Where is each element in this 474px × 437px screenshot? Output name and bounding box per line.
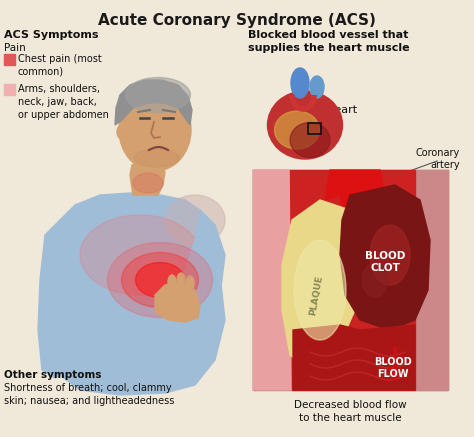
- Text: Blocked blood vessel that: Blocked blood vessel that: [248, 30, 409, 40]
- Polygon shape: [155, 283, 200, 322]
- Ellipse shape: [126, 77, 191, 112]
- Polygon shape: [130, 160, 165, 195]
- Ellipse shape: [80, 215, 200, 295]
- Polygon shape: [175, 210, 225, 320]
- Polygon shape: [282, 200, 360, 370]
- Ellipse shape: [133, 173, 163, 193]
- Ellipse shape: [186, 276, 194, 290]
- Text: Pain: Pain: [4, 43, 26, 53]
- Ellipse shape: [165, 195, 225, 245]
- Text: BLOOD
CLOT: BLOOD CLOT: [365, 250, 405, 274]
- Ellipse shape: [121, 253, 199, 308]
- Text: ACS Symptoms: ACS Symptoms: [4, 30, 99, 40]
- Text: Heart: Heart: [327, 105, 358, 115]
- Text: to the heart muscle: to the heart muscle: [299, 413, 401, 423]
- Ellipse shape: [168, 275, 176, 289]
- Ellipse shape: [117, 125, 127, 139]
- Ellipse shape: [291, 68, 309, 98]
- Text: Decreased blood flow: Decreased blood flow: [294, 400, 406, 410]
- Text: PLAQUE: PLAQUE: [308, 274, 324, 316]
- Ellipse shape: [294, 240, 346, 340]
- Polygon shape: [290, 170, 415, 390]
- Polygon shape: [325, 170, 385, 225]
- Ellipse shape: [119, 89, 191, 171]
- Text: Shortness of breath; cool, clammy
skin; nausea; and lightheadedness: Shortness of breath; cool, clammy skin; …: [4, 383, 174, 406]
- Text: Other symptoms: Other symptoms: [4, 370, 101, 380]
- Polygon shape: [253, 170, 292, 390]
- Text: Arms, shoulders,
neck, jaw, back,
or upper abdomen: Arms, shoulders, neck, jaw, back, or upp…: [18, 84, 109, 120]
- Text: supplies the heart muscle: supplies the heart muscle: [248, 43, 410, 53]
- Ellipse shape: [136, 263, 184, 298]
- Text: BLOOD
FLOW: BLOOD FLOW: [374, 357, 412, 379]
- Ellipse shape: [177, 273, 185, 287]
- Text: Acute Coronary Syndrome (ACS): Acute Coronary Syndrome (ACS): [98, 13, 376, 28]
- Polygon shape: [340, 185, 430, 330]
- Ellipse shape: [267, 91, 343, 159]
- Polygon shape: [415, 170, 448, 390]
- Bar: [4, 54, 15, 65]
- Polygon shape: [38, 215, 72, 378]
- Bar: [4, 84, 15, 95]
- Ellipse shape: [290, 122, 330, 157]
- Text: Coronary
artery: Coronary artery: [416, 148, 460, 170]
- Ellipse shape: [370, 225, 410, 285]
- Ellipse shape: [135, 149, 180, 167]
- Ellipse shape: [274, 111, 319, 149]
- Polygon shape: [45, 193, 225, 395]
- Polygon shape: [293, 325, 415, 390]
- Ellipse shape: [363, 263, 388, 298]
- FancyBboxPatch shape: [253, 170, 448, 390]
- Text: Chest pain (most
common): Chest pain (most common): [18, 54, 102, 77]
- Ellipse shape: [108, 243, 212, 318]
- Bar: [308, 123, 321, 134]
- Polygon shape: [115, 80, 192, 125]
- Ellipse shape: [310, 76, 324, 98]
